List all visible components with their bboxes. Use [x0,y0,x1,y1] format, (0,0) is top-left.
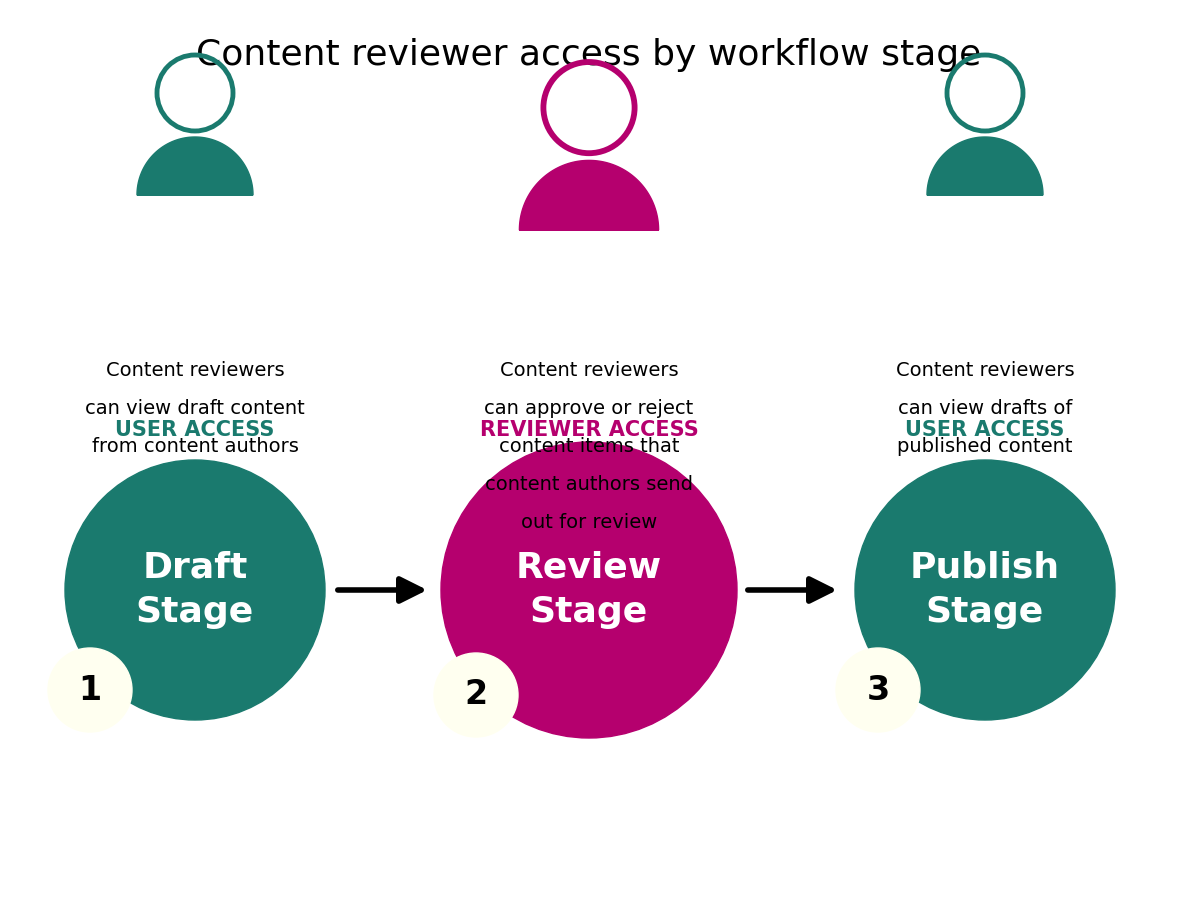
Circle shape [434,653,518,737]
Text: Publish
Stage: Publish Stage [909,551,1060,630]
Circle shape [836,648,920,732]
Polygon shape [137,137,253,195]
Text: can view draft content: can view draft content [85,398,305,417]
Text: Draft
Stage: Draft Stage [135,551,254,630]
Text: can view drafts of: can view drafts of [898,398,1072,417]
Text: can approve or reject: can approve or reject [484,398,694,417]
Polygon shape [519,161,659,230]
Text: USER ACCESS: USER ACCESS [906,420,1065,440]
Text: 2: 2 [464,678,488,711]
Text: 1: 1 [79,674,101,707]
Text: 3: 3 [866,674,889,707]
Text: out for review: out for review [521,512,657,532]
Text: published content: published content [898,437,1073,456]
Text: Content reviewer access by workflow stage: Content reviewer access by workflow stag… [197,38,981,72]
Text: content items that: content items that [498,437,680,456]
Text: REVIEWER ACCESS: REVIEWER ACCESS [479,420,699,440]
Text: Content reviewers: Content reviewers [895,361,1074,379]
Text: from content authors: from content authors [92,437,298,456]
Text: content authors send: content authors send [485,475,693,493]
Circle shape [855,460,1116,720]
Circle shape [48,648,132,732]
Text: Content reviewers: Content reviewers [499,361,679,379]
Circle shape [441,442,737,738]
Text: Review
Stage: Review Stage [516,551,662,630]
Circle shape [65,460,325,720]
Polygon shape [927,137,1043,195]
Text: USER ACCESS: USER ACCESS [115,420,274,440]
Text: Content reviewers: Content reviewers [106,361,284,379]
